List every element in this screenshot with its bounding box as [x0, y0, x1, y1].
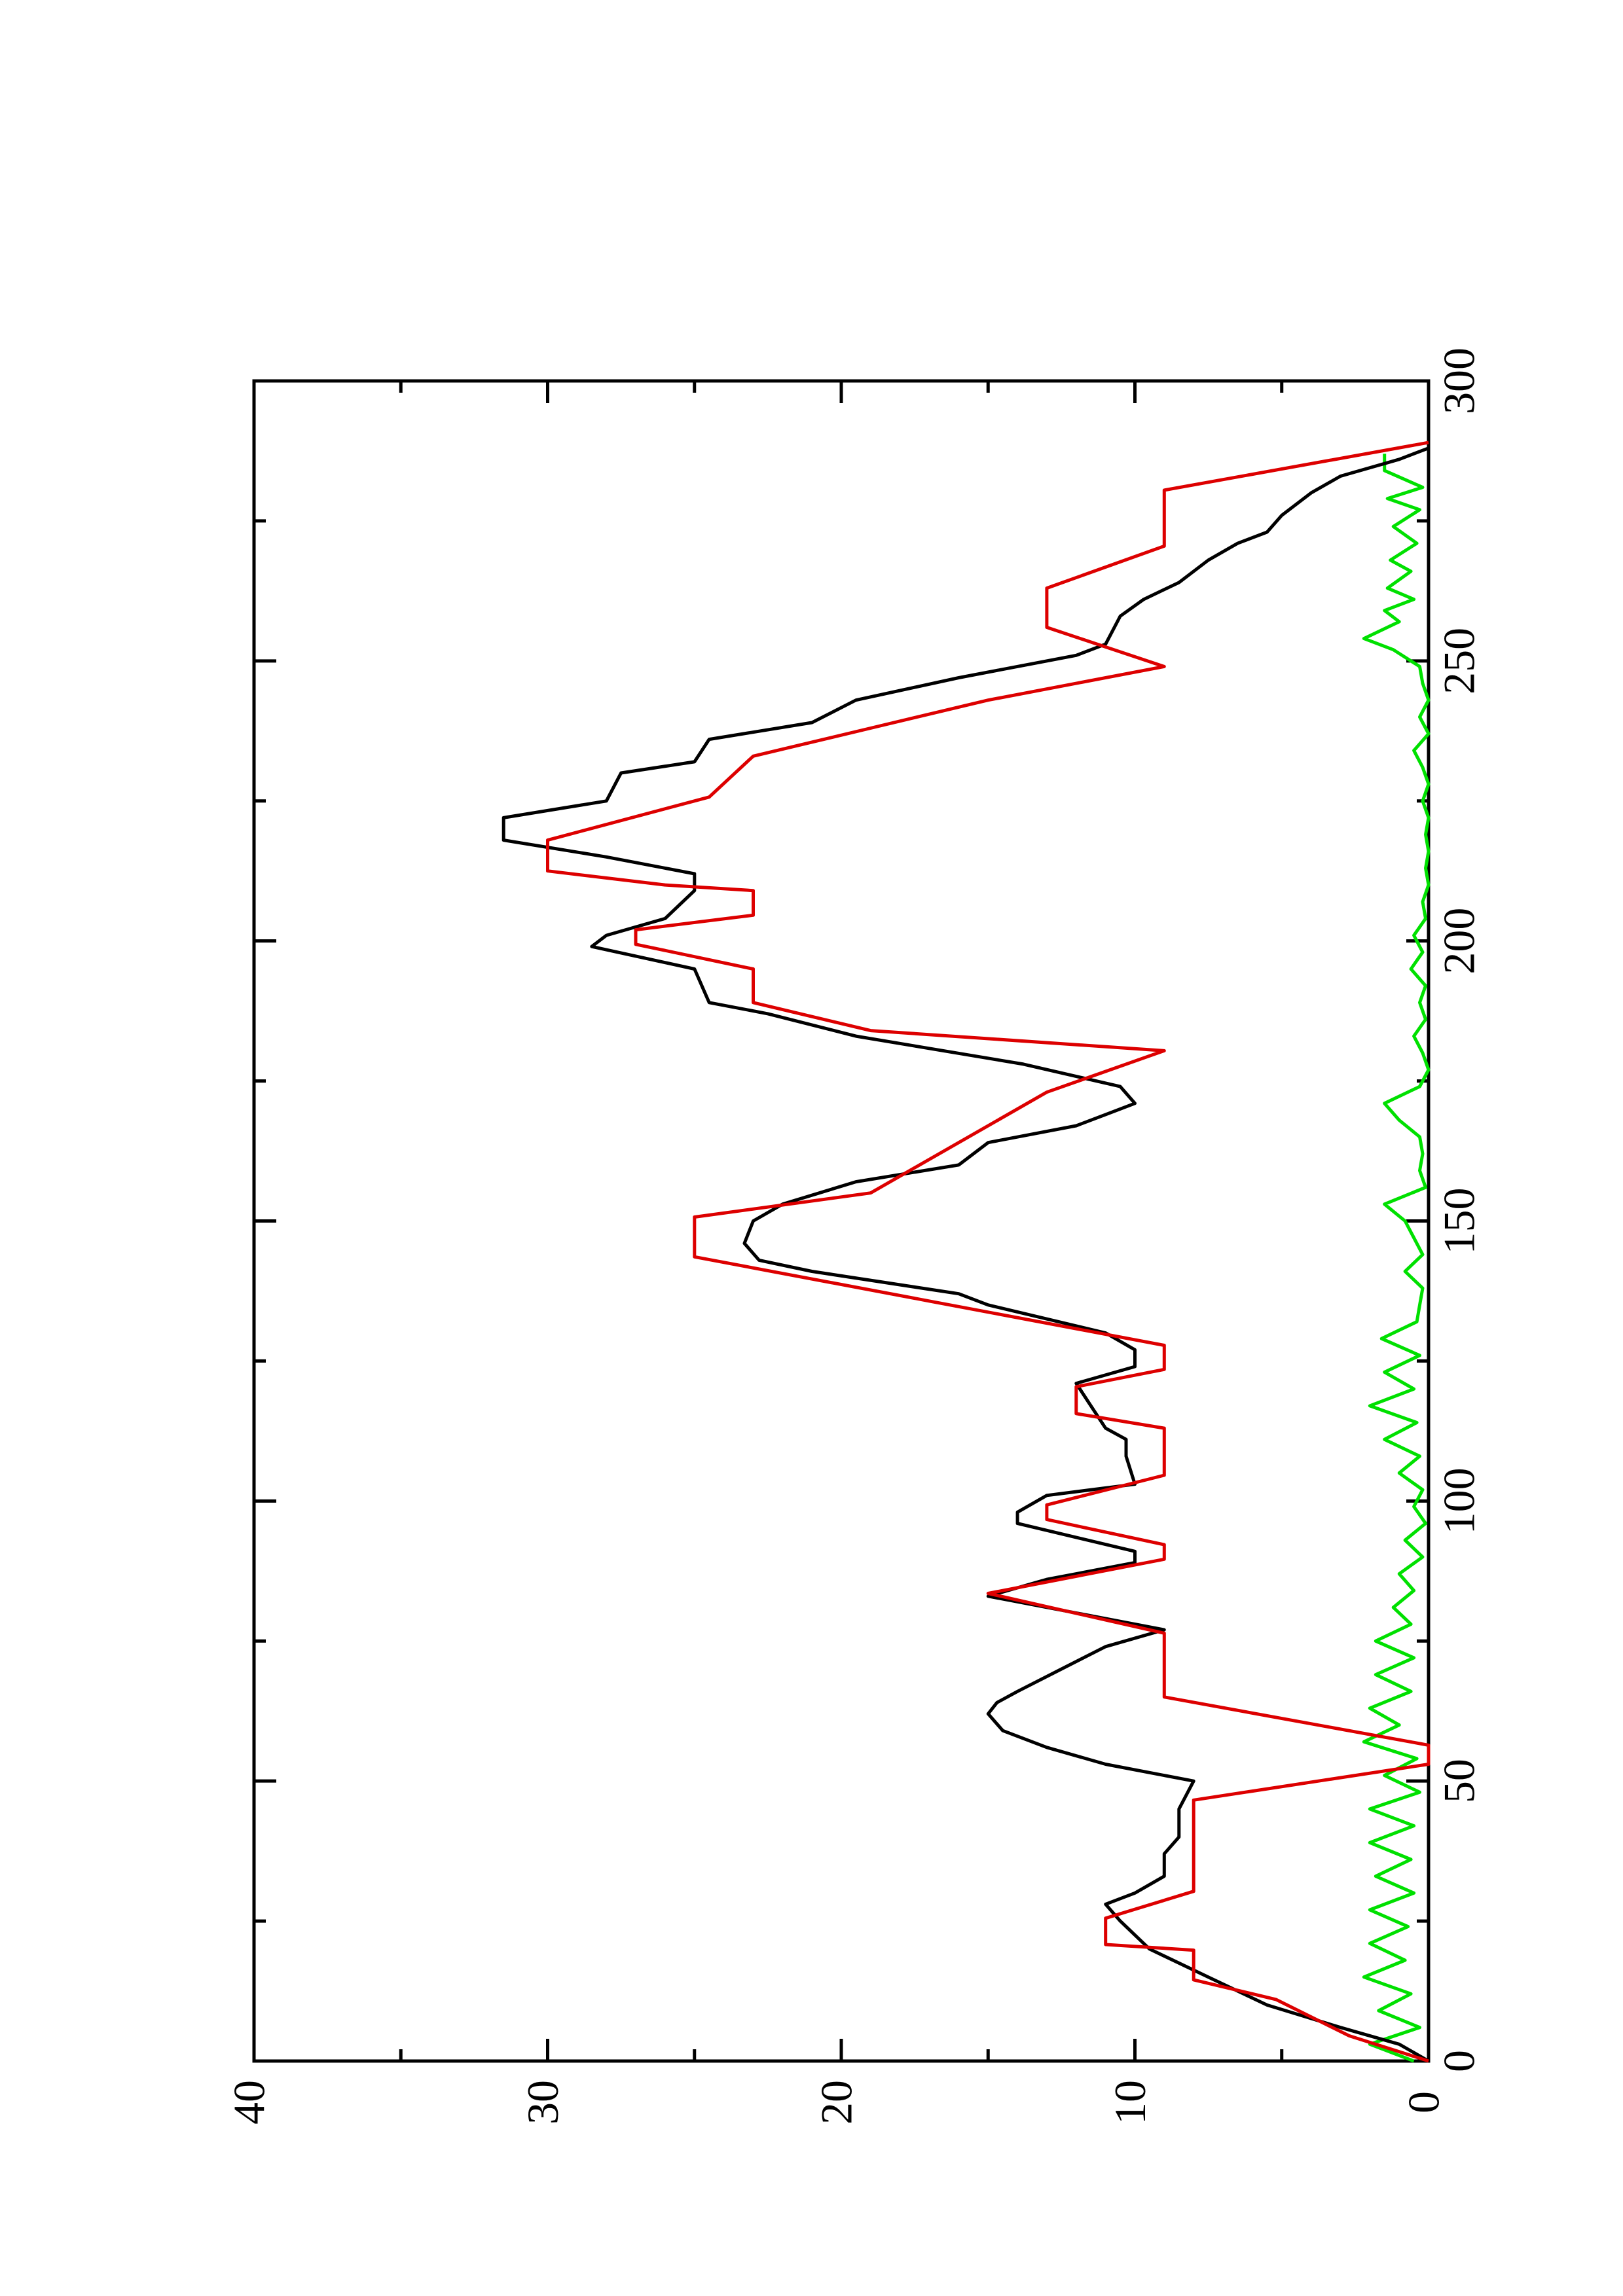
x-tick-label: 300 — [1434, 348, 1484, 414]
x-tick-label: 0 — [1434, 2050, 1484, 2072]
y-tick-label: 40 — [225, 2080, 274, 2125]
plot-frame — [252, 379, 1431, 2063]
x-tick-label: 200 — [1434, 908, 1484, 975]
y-tick-label: 0 — [1399, 2091, 1449, 2113]
x-tick-label: 150 — [1434, 1188, 1484, 1255]
y-tick-label: 20 — [812, 2080, 862, 2125]
x-tick-label: 50 — [1434, 1759, 1484, 1803]
data-line — [1362, 454, 1431, 2063]
y-tick-label: 30 — [518, 2080, 568, 2125]
x-tick-label: 100 — [1434, 1467, 1484, 1534]
data-line — [501, 446, 1430, 2063]
y-tick-label: 10 — [1105, 2080, 1155, 2125]
x-tick-label: 250 — [1434, 628, 1484, 694]
data-line — [546, 440, 1431, 2063]
